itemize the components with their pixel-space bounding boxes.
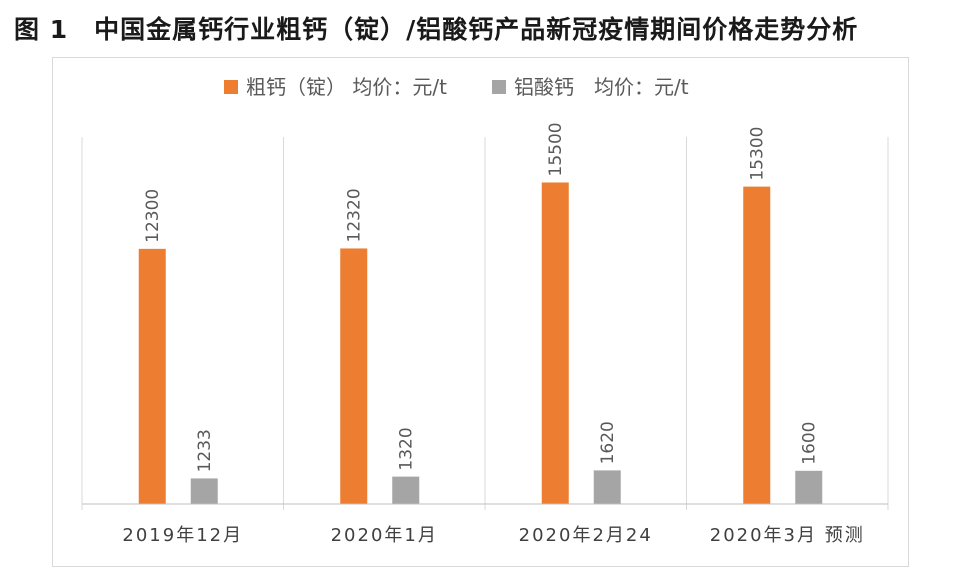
bars-group (138, 182, 823, 505)
x-tick-label: 2019年12月 (122, 525, 243, 546)
data-label-series-2-1: 1233 (195, 429, 215, 472)
legend-label-2: 铝酸钙 均价：元/t (514, 75, 689, 99)
bar-series-2-2 (392, 476, 420, 504)
bar-series-1-4 (743, 186, 771, 505)
x-tick-label: 2020年3月 预测 (710, 525, 865, 546)
category-separators (81, 137, 889, 510)
bar-series-1-3 (541, 182, 569, 504)
x-tick-label: 2020年2月24 (519, 525, 653, 546)
data-labels-group: 12300 12320 15500 15300 1233 1320 1620 1600 (143, 122, 820, 472)
data-label-series-1-4: 15300 (748, 127, 768, 181)
data-label-series-2-4: 1600 (800, 422, 820, 465)
bar-series-2-1 (190, 478, 218, 504)
bar-series-2-4 (795, 470, 823, 504)
legend-label-1: 粗钙（锭） 均价：元/t (246, 75, 447, 99)
x-tick-labels-group: 2019年12月 2020年1月 2020年2月24 2020年3月 预测 (122, 525, 865, 546)
figure-title: 图 1 中国金属钙行业粗钙（锭）/铝酸钙产品新冠疫情期间价格走势分析 (14, 15, 859, 44)
data-label-series-1-3: 15500 (546, 122, 566, 176)
legend: 粗钙（锭） 均价：元/t 铝酸钙 均价：元/t (224, 75, 689, 99)
data-label-series-1-2: 12320 (345, 188, 365, 242)
bar-series-2-3 (593, 470, 621, 504)
legend-swatch-2 (492, 80, 506, 94)
data-label-series-1-1: 12300 (143, 189, 163, 243)
bar-series-1-1 (138, 248, 166, 504)
bar-series-1-2 (340, 248, 368, 504)
data-label-series-2-3: 1620 (598, 421, 618, 464)
data-label-series-2-2: 1320 (397, 427, 417, 470)
x-tick-label: 2020年1月 (331, 525, 438, 546)
legend-swatch-1 (224, 80, 238, 94)
